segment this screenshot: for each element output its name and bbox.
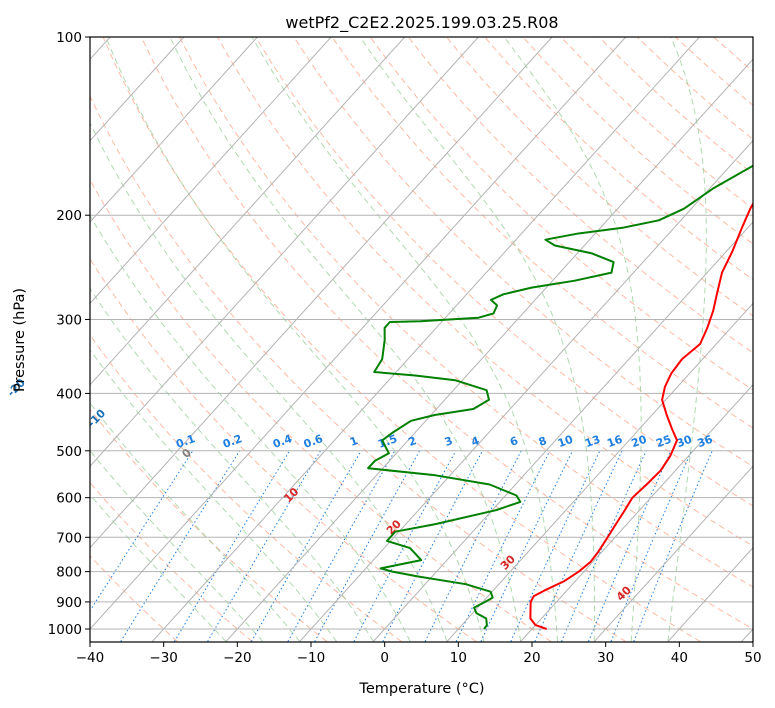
isotherm-line <box>90 37 406 386</box>
y-tick-label: 600 <box>56 491 82 507</box>
isotherm-line <box>520 384 753 642</box>
moist-adiabat-line <box>105 37 485 642</box>
temperature-profile <box>529 201 753 630</box>
mixing-ratio-label: 1 <box>348 434 360 449</box>
y-tick-label: 200 <box>56 208 82 224</box>
mixing-ratio-line <box>314 450 421 642</box>
plot-area <box>90 37 753 642</box>
dry-adiabat-line <box>90 257 477 642</box>
isotherm-line <box>225 58 753 642</box>
isotherm-line <box>90 37 479 467</box>
mixing-ratio-label: 10 <box>556 433 575 451</box>
x-tick-label: −40 <box>76 650 105 666</box>
y-tick-label: 900 <box>56 595 82 611</box>
isobar-grid <box>90 37 753 630</box>
mixing-ratio-label: 8 <box>537 434 549 449</box>
moist-adiabat-line <box>90 121 448 642</box>
mixing-ratio-line <box>633 450 713 642</box>
mixing-ratio-label: 36 <box>696 433 715 451</box>
dry-adiabat-line <box>178 37 753 588</box>
isotherm-line <box>446 302 753 642</box>
dry-adiabat-line <box>90 408 328 642</box>
mixing-ratio-label: 1.5 <box>376 432 399 451</box>
isotherm-line <box>299 139 753 642</box>
y-tick-label: 400 <box>56 386 82 402</box>
dry-adiabat-line <box>102 37 701 642</box>
moist-adiabat-line <box>90 287 374 642</box>
isotherm-line <box>593 465 753 642</box>
mixing-ratio-line <box>173 450 291 642</box>
mixing-ratio-label: 20 <box>630 433 649 451</box>
mixing-ratio-label: 2 <box>407 434 419 449</box>
chart-title: wetPf2_C2E2.2025.199.03.25.R08 <box>285 13 558 33</box>
dewpoint-profile <box>367 164 753 630</box>
mixing-ratio-line <box>424 450 522 642</box>
mixing-ratio-label: 30 <box>675 433 694 451</box>
isotherm-line <box>90 37 553 549</box>
dry-adiabat-line <box>446 37 753 317</box>
moist-adiabat-line <box>169 37 522 642</box>
isotherm-line <box>151 37 700 642</box>
x-tick-label: −10 <box>297 650 326 666</box>
profiles <box>367 164 753 630</box>
mixing-ratio-label: 3 <box>443 434 455 449</box>
x-tick-label: −20 <box>223 650 252 666</box>
x-axis-title: Temperature (°C) <box>358 681 484 697</box>
mixing-ratio-line <box>90 450 194 612</box>
mixing-ratio-line <box>561 450 647 642</box>
dry-adiabat-line <box>255 37 753 507</box>
isotherm-line <box>90 37 332 305</box>
mixing-ratio-lines <box>90 450 713 642</box>
moist-adiabat-line <box>90 449 264 642</box>
moist-adiabat-line <box>503 37 642 642</box>
dry-adiabat-line <box>90 555 178 642</box>
x-tick-label: 40 <box>671 650 688 666</box>
y-axis-title: Pressure (hPa) <box>12 288 28 392</box>
y-tick-label: 100 <box>56 30 82 46</box>
mixing-ratio-label: 6 <box>508 434 520 449</box>
moist-adiabat-line <box>251 37 558 642</box>
mixing-ratio-line <box>287 450 396 642</box>
y-tick-label: 1000 <box>48 622 82 638</box>
mixing-ratio-label: 25 <box>654 433 673 450</box>
mixing-ratio-label: 16 <box>605 433 624 451</box>
mixing-ratio-line <box>353 450 457 642</box>
x-axis: −40 −30 −20 −10 0 10 20 30 40 50 <box>76 642 762 666</box>
isotherm-grid <box>90 37 753 642</box>
x-tick-label: 0 <box>380 650 389 666</box>
mixing-ratio-label: 0.2 <box>221 432 244 451</box>
moist-adiabat-line <box>667 37 707 642</box>
isotherm-line <box>90 37 627 630</box>
y-axis: 1000 900 800 700 600 500 400 300 200 100 <box>48 30 90 638</box>
dry-adiabat-line <box>140 37 753 630</box>
isotherm-line <box>372 221 753 642</box>
mixing-ratio-line <box>588 450 672 642</box>
y-tick-label: 800 <box>56 565 82 581</box>
mixing-ratio-label: 0.1 <box>174 432 197 451</box>
moist-adiabat-line <box>359 37 595 642</box>
mixing-ratio-line <box>534 450 623 642</box>
x-tick-label: 30 <box>597 650 614 666</box>
isotherm-line <box>90 37 258 223</box>
y-tick-label: 700 <box>56 530 82 546</box>
mixing-ratio-label: 4 <box>469 434 481 449</box>
x-tick-label: 20 <box>523 650 540 666</box>
mixing-ratio-label: 0.4 <box>271 432 294 451</box>
moist-adiabat-line <box>90 348 337 642</box>
dry-adiabat-line <box>90 482 253 642</box>
isotherm-line <box>90 37 185 142</box>
moist-adiabats <box>90 37 707 642</box>
x-tick-label: −30 <box>149 650 178 666</box>
mixing-ratio-line <box>455 450 551 642</box>
mixing-ratio-label: 13 <box>583 433 602 450</box>
y-tick-label: 300 <box>56 312 82 328</box>
mixing-ratio-label: 0.6 <box>302 432 325 451</box>
mixing-ratio-line <box>610 450 692 642</box>
x-tick-label: 50 <box>744 650 761 666</box>
plot-frame <box>89 36 754 643</box>
x-tick-label: 10 <box>450 650 467 666</box>
y-tick-label: 500 <box>56 444 82 460</box>
